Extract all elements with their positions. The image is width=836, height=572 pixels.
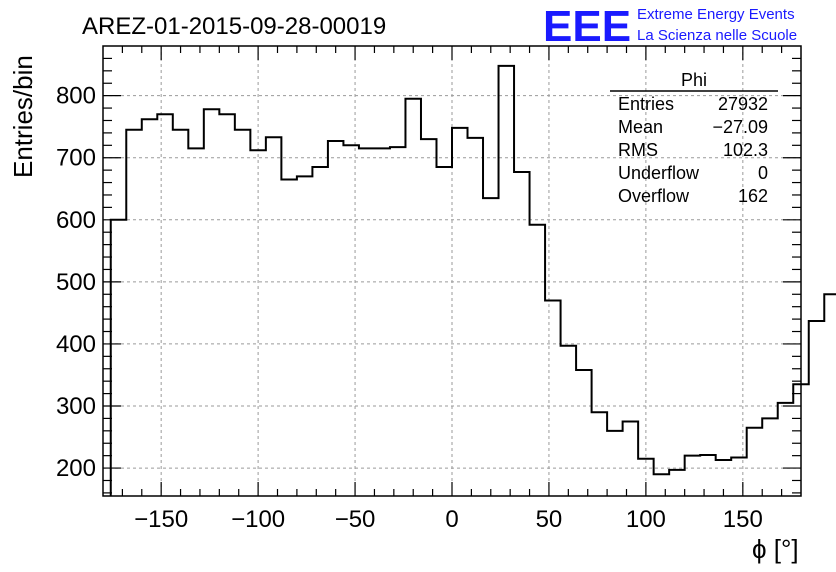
- stats-underflow-value: 0: [758, 163, 768, 183]
- y-tick-labels: 200 300 400 500 600 700 800: [56, 83, 96, 482]
- x-tick-label: 50: [536, 506, 563, 533]
- y-tick-label: 500: [56, 269, 96, 296]
- stats-overflow-value: 162: [738, 186, 768, 206]
- x-tick-label: −100: [231, 506, 285, 533]
- grid-lines: [103, 46, 801, 496]
- y-tick-label: 600: [56, 207, 96, 234]
- y-tick-label: 700: [56, 145, 96, 172]
- y-tick-label: 400: [56, 331, 96, 358]
- x-axis-label: ϕ [°]: [752, 534, 799, 564]
- x-tick-label: −150: [134, 506, 188, 533]
- x-tick-labels: −150 −100 −50 0 50 100 150: [134, 506, 763, 533]
- logo-mark: EEE: [543, 2, 631, 51]
- axis-ticks: [103, 46, 801, 496]
- stats-underflow-label: Underflow: [618, 163, 700, 183]
- stats-entries-value: 27932: [718, 94, 768, 114]
- stats-mean-label: Mean: [618, 117, 663, 137]
- logo-line2: La Scienza nelle Scuole: [637, 27, 797, 44]
- logo-line1: Extreme Energy Events: [637, 6, 795, 23]
- stats-mean-value: −27.09: [712, 117, 768, 137]
- stats-rms-value: 102.3: [723, 140, 768, 160]
- y-tick-label: 200: [56, 455, 96, 482]
- x-tick-label: 150: [723, 506, 763, 533]
- stats-entries-label: Entries: [618, 94, 674, 114]
- y-axis-label: Entries/bin: [8, 55, 38, 178]
- chart-title: AREZ-01-2015-09-28-00019: [82, 13, 386, 40]
- x-tick-label: 100: [626, 506, 666, 533]
- histogram-series: [109, 64, 836, 496]
- x-tick-label: −50: [335, 506, 376, 533]
- eee-logo: EEE Extreme Energy Events La Scienza nel…: [543, 2, 797, 51]
- y-tick-label: 800: [56, 83, 96, 110]
- stats-name: Phi: [681, 70, 707, 90]
- stats-overflow-label: Overflow: [618, 186, 690, 206]
- stats-rms-label: RMS: [618, 140, 658, 160]
- stats-box: Phi Entries 27932 Mean −27.09 RMS 102.3 …: [610, 70, 778, 206]
- x-tick-label: 0: [445, 506, 458, 533]
- y-tick-label: 300: [56, 393, 96, 420]
